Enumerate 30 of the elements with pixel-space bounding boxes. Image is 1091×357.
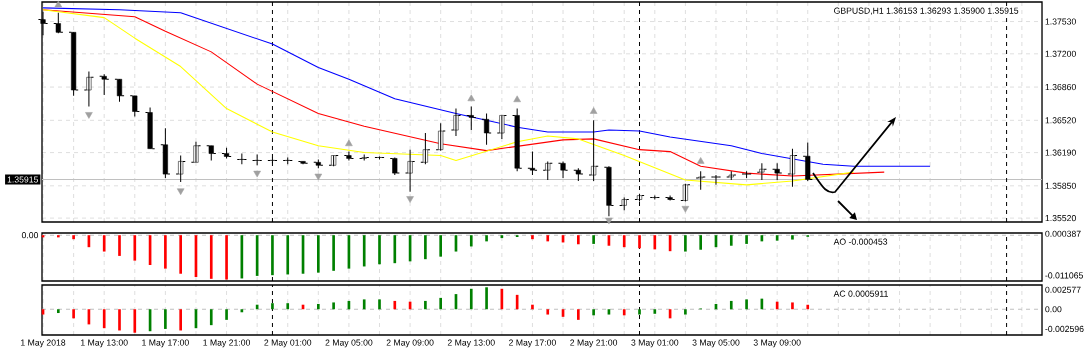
x-tick-label: 1 May 2018	[21, 339, 66, 348]
x-tick-label: 2 May 01:00	[264, 339, 312, 348]
y-tick-label: 1.36860	[1045, 84, 1076, 91]
y-tick-label: 0.002577	[1045, 286, 1081, 293]
ref-line-label: 0.00	[21, 232, 39, 239]
y-tick-label: 1.36190	[1045, 149, 1076, 156]
x-tick-label: 2 May 13:00	[447, 339, 495, 348]
y-tick-label: 1.36520	[1045, 117, 1076, 124]
ref-line-label: 1.35915	[7, 176, 39, 183]
x-tick-label: 1 May 17:00	[142, 339, 189, 348]
x-tick-label: 1 May 21:00	[203, 339, 251, 348]
y-tick-label: -0.011065	[1045, 272, 1083, 279]
y-tick-label: 0.00	[1045, 306, 1062, 313]
x-tick-label: 2 May 21:00	[570, 339, 618, 348]
x-tick-label: 3 May 01:00	[631, 339, 679, 348]
y-tick-label: 1.37530	[1045, 18, 1076, 25]
text: GBPUSD,H1 1.36153 1.36293 1.35900 1.35915	[834, 7, 1019, 15]
x-tick-label: 3 May 05:00	[692, 339, 740, 348]
text: AC 0.0005911	[833, 290, 888, 297]
y-tick-label: 1.35850	[1045, 182, 1076, 189]
y-tick-label: 0.000387	[1045, 230, 1081, 237]
x-tick-label: 2 May 05:00	[325, 339, 373, 348]
x-tick-label: 3 May 09:00	[753, 339, 801, 348]
y-tick-label: -0.002596	[1045, 325, 1084, 332]
x-tick-label: 1 May 13:00	[81, 339, 128, 348]
x-tick-label: 2 May 17:00	[509, 339, 556, 348]
chart-title: AO -0.000453	[833, 238, 888, 245]
x-tick-label: 2 May 09:00	[386, 339, 434, 348]
y-tick-label: 1.35520	[1045, 215, 1076, 222]
y-tick-label: 1.37200	[1045, 50, 1076, 57]
